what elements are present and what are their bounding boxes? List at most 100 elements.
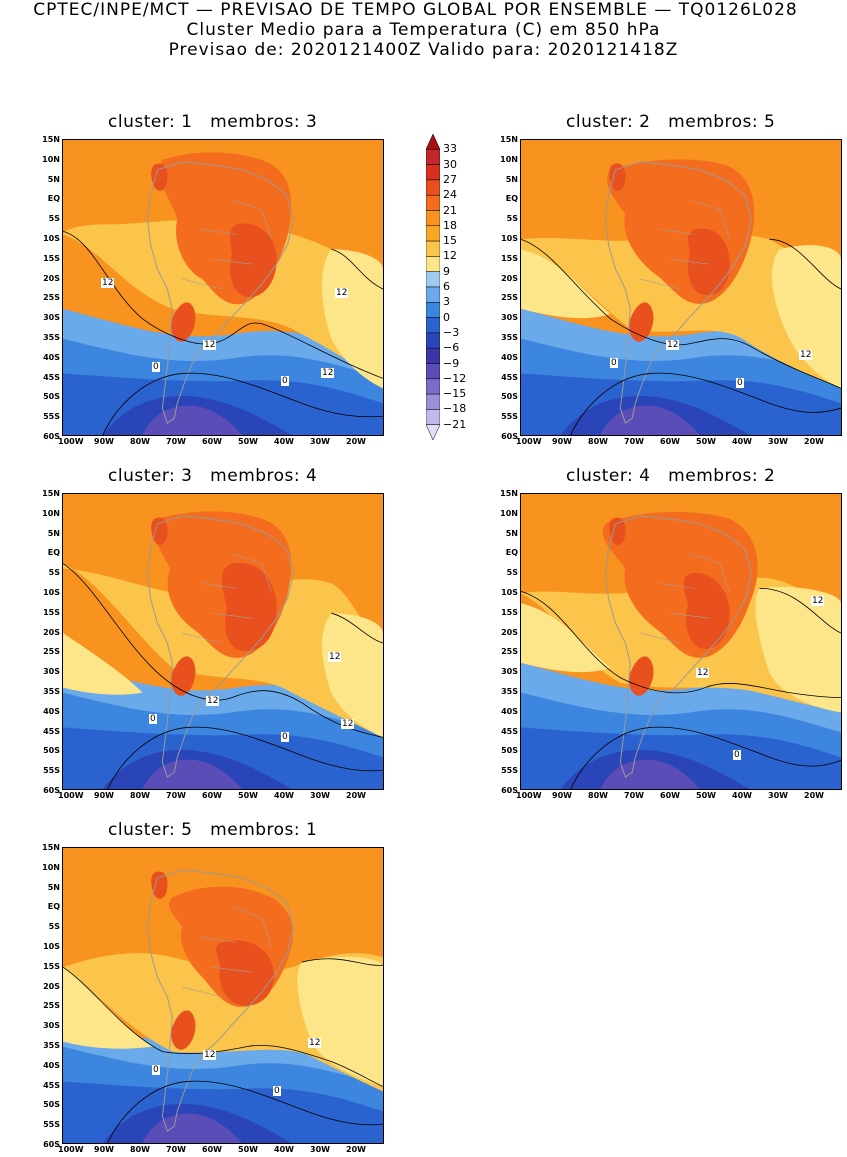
colorbar-segment bbox=[426, 409, 440, 425]
longitude-tick-label: 20W bbox=[346, 1145, 366, 1154]
latitude-tick-label: 15S bbox=[43, 961, 60, 971]
longitude-tick-label: 80W bbox=[130, 791, 150, 800]
longitude-tick-label: 20W bbox=[804, 791, 824, 800]
colorbar-segment bbox=[426, 378, 440, 395]
panel-1-title: cluster: 1 membros: 3 bbox=[108, 112, 318, 132]
colorbar-tick-label: 30 bbox=[443, 157, 457, 171]
colorbar-segment bbox=[426, 210, 440, 227]
colorbar-tick-label: 6 bbox=[443, 280, 450, 293]
temperature-map-cluster-1: 12 12 12 12 0 0 bbox=[62, 139, 384, 436]
latitude-tick-label: 50S bbox=[501, 746, 518, 756]
longitude-tick-label: 70W bbox=[166, 437, 186, 446]
panel-5-title: cluster: 5 membros: 1 bbox=[108, 820, 318, 840]
contour-label: 12 bbox=[666, 340, 680, 350]
colorbar-tick-label: −3 bbox=[443, 325, 460, 339]
longitude-tick-label: 100W bbox=[58, 791, 84, 800]
latitude-tick-label: 10S bbox=[43, 588, 60, 597]
latitude-tick-label: 25S bbox=[43, 293, 60, 303]
longitude-tick-label: 100W bbox=[516, 437, 542, 446]
colorbar-segment bbox=[426, 302, 440, 318]
latitude-tick-label: 20S bbox=[43, 981, 60, 991]
latitude-tick-label: 10N bbox=[42, 862, 60, 872]
longitude-tick-label: 50W bbox=[238, 791, 258, 800]
longitude-tick-label: 40W bbox=[274, 437, 294, 446]
latitude-tick-label: 15S bbox=[501, 607, 518, 617]
contour-label: 0 bbox=[273, 1086, 281, 1096]
longitude-tick-label: 70W bbox=[624, 791, 644, 800]
latitude-tick-label: 10S bbox=[501, 234, 518, 243]
latitude-tick-label: 25S bbox=[43, 1001, 60, 1011]
latitude-tick-label: 15N bbox=[500, 135, 518, 144]
latitude-tick-label: 30S bbox=[501, 667, 518, 677]
colorbar bbox=[426, 134, 440, 440]
longitude-tick-label: 80W bbox=[130, 1145, 150, 1154]
colorbar-segment bbox=[426, 179, 440, 196]
contour-label: 0 bbox=[733, 750, 741, 760]
latitude-tick-label: 50S bbox=[43, 1100, 60, 1110]
colorbar-tick-label: 21 bbox=[443, 203, 457, 217]
latitude-tick-label: 15S bbox=[43, 253, 60, 263]
latitude-tick-label: 15N bbox=[500, 489, 518, 498]
latitude-tick-label: 45S bbox=[501, 726, 518, 736]
longitude-tick-label: 50W bbox=[238, 1145, 258, 1154]
longitude-tick-label: 70W bbox=[166, 1145, 186, 1154]
latitude-tick-label: 15N bbox=[42, 489, 60, 498]
latitude-tick-label: 55S bbox=[501, 766, 518, 776]
latitude-tick-label: 30S bbox=[43, 1021, 60, 1031]
latitude-tick-label: 5N bbox=[47, 882, 60, 892]
latitude-tick-label: 5S bbox=[48, 214, 60, 224]
longitude-tick-label: 30W bbox=[768, 437, 788, 446]
temperature-map-cluster-5: 12 12 0 0 bbox=[62, 847, 384, 1144]
latitude-tick-label: 25S bbox=[501, 293, 518, 303]
colorbar-segment bbox=[426, 347, 440, 364]
latitude-tick-label: 60S bbox=[43, 1140, 60, 1149]
header-dates: Previsao de: 2020121400Z Valido para: 20… bbox=[168, 40, 679, 60]
latitude-tick-label: 40S bbox=[501, 706, 518, 716]
longitude-tick-label: 50W bbox=[696, 437, 716, 446]
colorbar-tick-label: −9 bbox=[443, 356, 460, 370]
latitude-tick-label: 55S bbox=[43, 766, 60, 776]
latitude-tick-label: 5S bbox=[506, 214, 518, 224]
colorbar-tick-label: 12 bbox=[443, 249, 457, 263]
contour-label: 0 bbox=[149, 714, 157, 724]
latitude-tick-label: 10N bbox=[42, 154, 60, 164]
latitude-tick-label: 30S bbox=[43, 313, 60, 323]
latitude-tick-label: 35S bbox=[501, 333, 518, 342]
colorbar-segment bbox=[426, 424, 440, 440]
longitude-tick-label: 70W bbox=[624, 437, 644, 446]
latitude-tick-label: 5S bbox=[48, 568, 60, 578]
longitude-tick-label: 60W bbox=[202, 1145, 222, 1154]
longitude-tick-label: 30W bbox=[310, 791, 330, 800]
longitude-tick-label: 30W bbox=[310, 1145, 330, 1154]
panel-2-title: cluster: 2 membros: 5 bbox=[566, 112, 776, 132]
latitude-tick-label: 45S bbox=[43, 726, 60, 736]
longitude-tick-label: 60W bbox=[202, 437, 222, 446]
colorbar-segment bbox=[426, 286, 440, 303]
contour-label: 0 bbox=[152, 1065, 160, 1075]
contour-label: 12 bbox=[328, 652, 342, 662]
latitude-tick-label: 30S bbox=[501, 313, 518, 323]
latitude-tick-label: 50S bbox=[501, 392, 518, 402]
latitude-tick-label: 55S bbox=[43, 1120, 60, 1130]
latitude-tick-label: 50S bbox=[43, 392, 60, 402]
latitude-tick-label: 20S bbox=[501, 273, 518, 283]
colorbar-tick-label: 24 bbox=[443, 188, 457, 202]
colorbar-segment bbox=[426, 225, 440, 242]
latitude-tick-label: 35S bbox=[501, 687, 518, 696]
latitude-tick-label: 10S bbox=[43, 234, 60, 243]
colorbar-segment bbox=[426, 134, 440, 150]
longitude-tick-label: 100W bbox=[58, 437, 84, 446]
colorbar-segment bbox=[426, 271, 440, 288]
longitude-tick-label: 40W bbox=[274, 791, 294, 800]
latitude-tick-label: 60S bbox=[43, 432, 60, 441]
latitude-tick-label: 20S bbox=[43, 627, 60, 637]
contour-label: 12 bbox=[203, 340, 217, 350]
latitude-tick-label: 60S bbox=[501, 432, 518, 441]
latitude-tick-label: 60S bbox=[43, 786, 60, 795]
contour-label: 0 bbox=[281, 376, 289, 386]
latitude-tick-label: 35S bbox=[43, 333, 60, 342]
longitude-tick-label: 90W bbox=[94, 437, 114, 446]
longitude-tick-label: 30W bbox=[310, 437, 330, 446]
longitude-tick-label: 40W bbox=[732, 437, 752, 446]
latitude-tick-label: 5N bbox=[47, 174, 60, 184]
